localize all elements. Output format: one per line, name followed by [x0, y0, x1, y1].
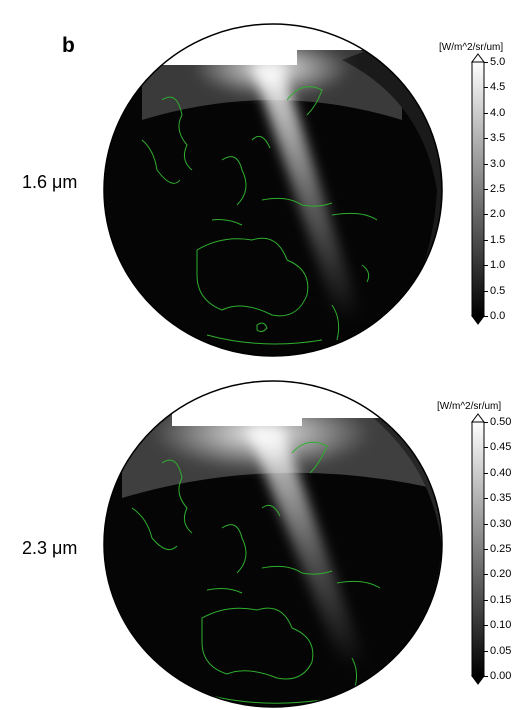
globe-map-1 — [103, 23, 443, 357]
colorbar-tick-label: 0.40 — [490, 466, 512, 479]
colorbar-tick-mark — [484, 214, 488, 216]
colorbar-tick-label: 1.0 — [490, 259, 506, 272]
panel-letter: b — [62, 34, 75, 57]
colorbar-tick-mark — [484, 316, 488, 317]
colorbar-tick-label: 4.0 — [490, 106, 506, 119]
colorbar-tick-label: 5.0 — [490, 56, 506, 68]
colorbar-tick-label: 4.5 — [490, 81, 506, 94]
colorbar-tick-mark — [484, 112, 488, 114]
colorbar-tick-mark — [484, 189, 488, 190]
globe-map-2 — [103, 380, 443, 708]
colorbar-tick-label: 3.5 — [490, 132, 506, 145]
unit-label-2: [W/m^2/sr/um] — [437, 401, 502, 412]
colorbar-tick-label: 0.15 — [490, 593, 512, 606]
colorbar-tick-mark — [484, 472, 488, 474]
colorbar-tick-mark — [484, 138, 488, 140]
colorbar-tick-mark — [484, 290, 488, 292]
colorbar-1 — [471, 53, 485, 325]
colorbar-tick-mark — [484, 447, 488, 449]
colorbar-tick-label: 1.5 — [490, 233, 506, 246]
colorbar-tick-mark — [484, 498, 488, 500]
colorbar-tick-mark — [484, 239, 488, 241]
colorbar-tick-label: 0.35 — [490, 492, 512, 505]
colorbar-tick-label: 0.05 — [490, 644, 512, 657]
colorbar-tick-label: 0.45 — [490, 441, 512, 454]
glint-streak — [252, 65, 362, 320]
colorbar-tick-label: 0.20 — [490, 568, 512, 581]
colorbar-tick-mark — [484, 62, 488, 63]
colorbar-tick-label: 0.10 — [490, 619, 512, 632]
colorbar-tick-mark — [484, 549, 488, 550]
colorbar-tick-label: 0.00 — [490, 670, 512, 682]
coastlines — [131, 441, 381, 704]
colorbar-tick-mark — [484, 523, 488, 525]
colorbar-tick-mark — [484, 574, 488, 576]
colorbar-tick-mark — [484, 422, 488, 423]
band-label-2: 2.3 μm — [22, 538, 78, 558]
colorbar-tick-mark — [484, 265, 488, 267]
colorbar-tick-label: 0.0 — [490, 310, 506, 322]
colorbar-tick-label: 0.50 — [490, 416, 512, 428]
coastlines — [141, 86, 378, 345]
colorbar-tick-label: 0.25 — [490, 543, 512, 555]
colorbar-tick-mark — [484, 676, 488, 677]
band-label-1: 1.6 μm — [22, 172, 78, 192]
colorbar-tick-label: 0.30 — [490, 517, 512, 530]
colorbar-tick-label: 0.5 — [490, 284, 506, 297]
colorbar-tick-label: 2.0 — [490, 208, 506, 221]
colorbar-tick-mark — [484, 599, 488, 601]
colorbar-tick-mark — [484, 87, 488, 89]
colorbar-tick-label: 3.0 — [490, 157, 506, 170]
colorbar-tick-mark — [484, 650, 488, 652]
colorbar-tick-label: 2.5 — [490, 183, 506, 195]
unit-label-1: [W/m^2/sr/um] — [439, 42, 504, 53]
colorbar-tick-mark — [484, 625, 488, 627]
colorbar-tick-mark — [484, 163, 488, 165]
